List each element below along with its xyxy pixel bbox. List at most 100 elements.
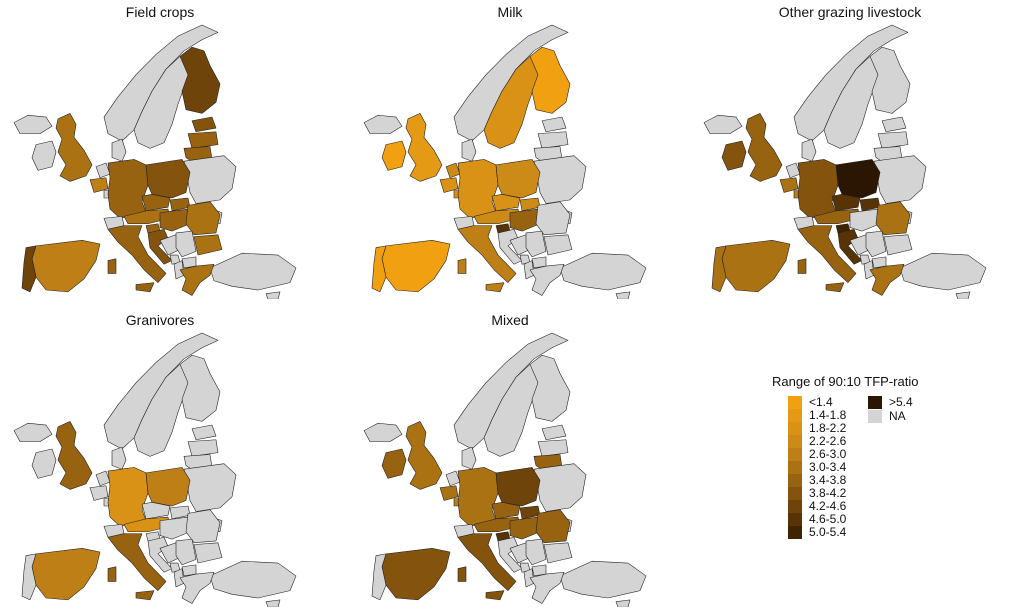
- region-italy: [457, 225, 517, 293]
- region-turkey: [209, 252, 297, 291]
- region-estonia: [191, 116, 217, 133]
- region-poland: [835, 159, 881, 199]
- region-cyprus: [615, 599, 631, 607]
- region-uk: [405, 113, 443, 182]
- region-czechia: [831, 194, 861, 212]
- region-hungary: [509, 516, 541, 540]
- legend-label: 3.4-3.8: [809, 473, 847, 487]
- map-panel-milk: Milk: [360, 4, 660, 299]
- region-finland: [529, 46, 571, 114]
- region-ireland: [721, 140, 747, 171]
- region-germany: [457, 159, 499, 219]
- region-germany: [107, 159, 149, 219]
- legend-item: >5.4: [868, 396, 913, 409]
- legend-label: NA: [889, 409, 906, 423]
- legend-item: 5.0-5.4: [788, 526, 846, 539]
- region-ireland: [381, 448, 407, 479]
- region-hungary: [159, 516, 191, 540]
- region-bulgaria: [543, 542, 573, 564]
- legend-swatch: [788, 422, 802, 435]
- legend-label: 1.4-1.8: [809, 408, 847, 422]
- region-denmark: [461, 138, 477, 162]
- legend-label: 4.2-4.6: [809, 499, 847, 513]
- region-portugal: [21, 245, 37, 293]
- legend-swatch: [868, 410, 882, 423]
- region-turkey: [899, 252, 987, 291]
- region-spain: [31, 548, 101, 601]
- legend-label: >5.4: [889, 395, 913, 409]
- region-denmark: [111, 138, 127, 162]
- region-hungary: [509, 208, 541, 232]
- region-portugal: [711, 245, 727, 293]
- region-belgium: [89, 485, 109, 501]
- europe-choropleth-map: [363, 24, 647, 299]
- region-bulgaria: [543, 234, 573, 256]
- region-spain: [721, 240, 791, 293]
- panel-title: Granivores: [125, 312, 195, 328]
- region-estonia: [881, 116, 907, 133]
- region-turkey: [209, 560, 297, 599]
- region-iceland: [703, 114, 743, 134]
- region-romania: [875, 201, 911, 236]
- region-uk: [745, 113, 783, 182]
- region-estonia: [541, 424, 567, 441]
- region-greece: [869, 263, 905, 296]
- region-serbia: [175, 538, 197, 566]
- region-turkey: [559, 560, 647, 599]
- region-belgium: [89, 177, 109, 193]
- legend-swatch: [788, 396, 802, 409]
- region-spain: [381, 240, 451, 293]
- region-denmark: [801, 138, 817, 162]
- panel-title: Milk: [497, 4, 523, 20]
- region-macedonia: [871, 256, 887, 269]
- legend-item: <1.4: [788, 396, 833, 409]
- region-hungary: [159, 208, 191, 232]
- region-romania: [535, 509, 571, 544]
- region-serbia: [525, 538, 547, 566]
- region-czechia: [141, 502, 171, 520]
- legend-swatch: [788, 474, 802, 487]
- region-ireland: [381, 140, 407, 171]
- region-latvia: [877, 131, 909, 149]
- region-latvia: [537, 439, 569, 457]
- region-ukraine: [533, 463, 587, 512]
- panel-title: Other grazing livestock: [778, 4, 922, 20]
- legend-item: 1.4-1.8: [788, 409, 846, 422]
- region-serbia: [865, 230, 887, 258]
- region-portugal: [371, 245, 387, 293]
- region-romania: [535, 201, 571, 236]
- region-cyprus: [265, 599, 281, 607]
- region-ukraine: [183, 155, 237, 204]
- region-italy: [107, 225, 167, 293]
- region-iceland: [13, 114, 53, 134]
- region-spain: [381, 548, 451, 601]
- region-netherlands: [95, 470, 111, 487]
- map-panel-other-grazing-livestock: Other grazing livestock: [700, 4, 1000, 299]
- region-romania: [185, 509, 221, 544]
- legend-item: 3.0-3.4: [788, 461, 846, 474]
- legend-swatch: [788, 435, 802, 448]
- region-iceland: [363, 422, 403, 442]
- region-iceland: [363, 114, 403, 134]
- region-iceland: [13, 422, 53, 442]
- legend-item: 1.8-2.2: [788, 422, 846, 435]
- region-poland: [145, 159, 191, 199]
- legend-title: Range of 90:10 TFP-ratio: [772, 374, 919, 389]
- region-greece: [179, 571, 215, 604]
- region-macedonia: [181, 564, 197, 577]
- legend-item: 2.2-2.6: [788, 435, 846, 448]
- region-czechia: [141, 194, 171, 212]
- legend-item: 3.4-3.8: [788, 474, 846, 487]
- europe-choropleth-map: [13, 332, 297, 607]
- region-italy: [797, 225, 857, 293]
- region-latvia: [187, 439, 219, 457]
- legend-swatch: [788, 500, 802, 513]
- legend-item: 4.2-4.6: [788, 500, 846, 513]
- region-netherlands: [785, 162, 801, 179]
- region-cyprus: [265, 291, 281, 299]
- region-greece: [179, 263, 215, 296]
- map-panel-mixed: Mixed: [360, 312, 660, 607]
- legend-item: NA: [868, 410, 906, 423]
- region-germany: [457, 467, 499, 527]
- region-portugal: [371, 553, 387, 601]
